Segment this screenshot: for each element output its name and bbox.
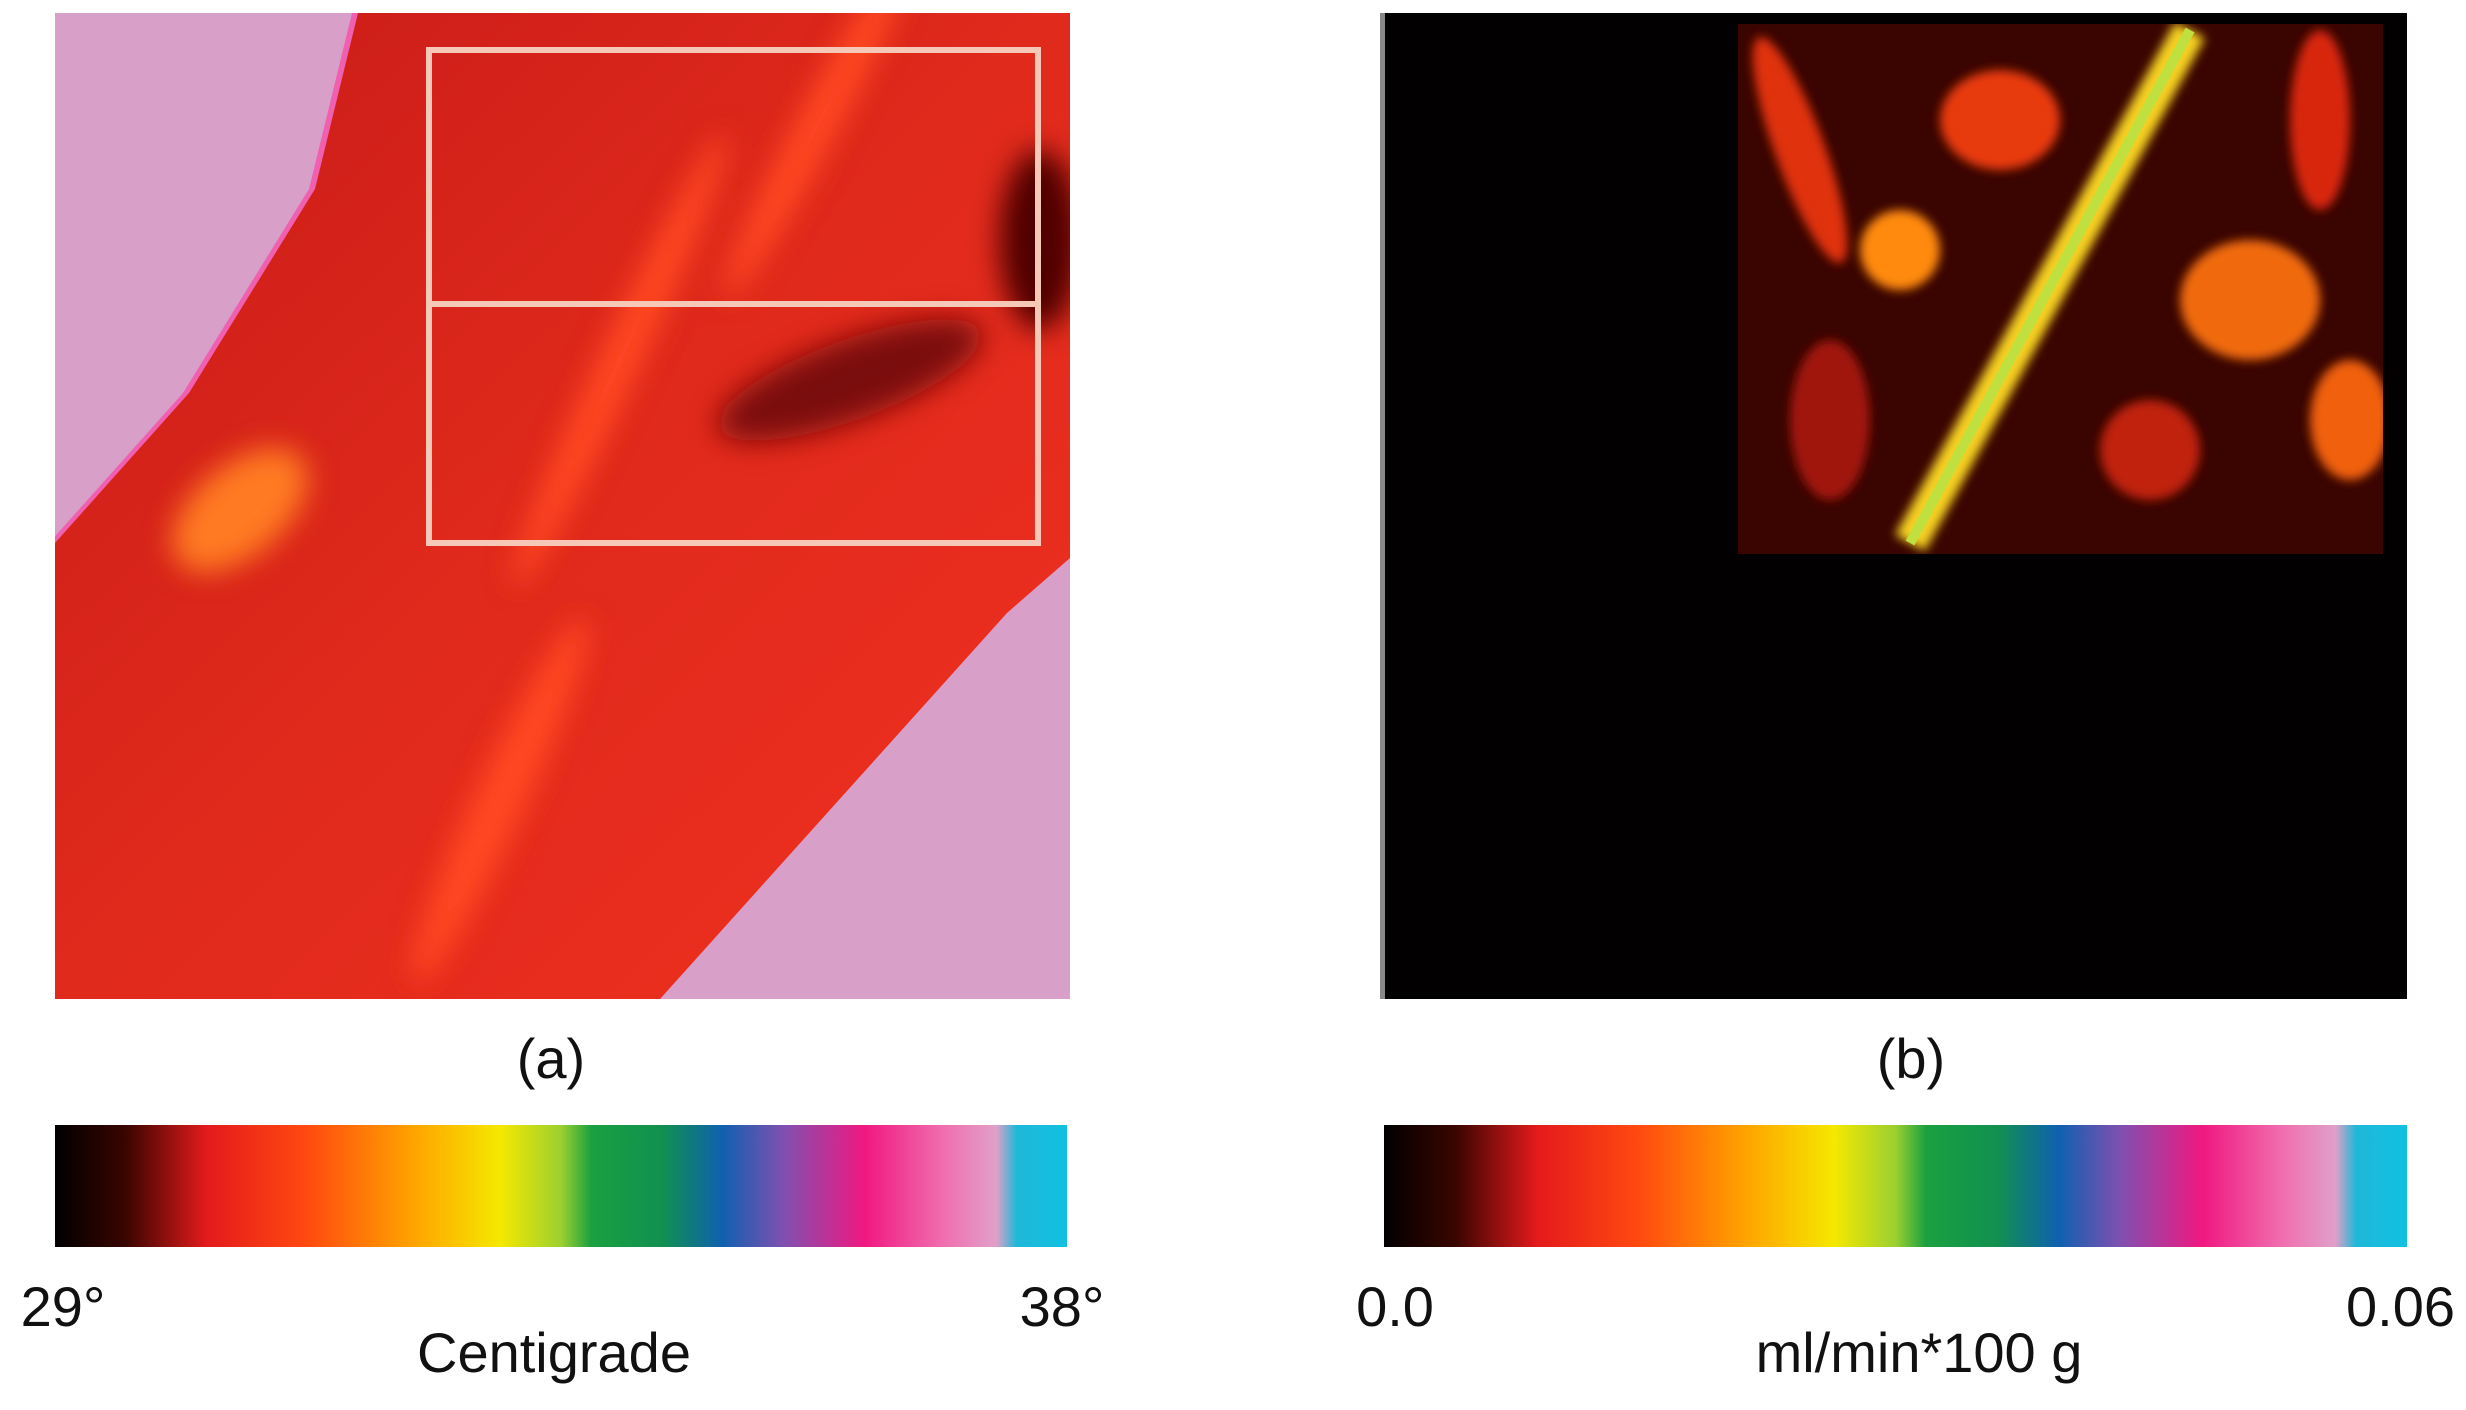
- colorbar-min-label: 29°: [21, 1275, 106, 1338]
- panel-label: (a): [517, 1027, 585, 1090]
- thermal-image: [55, 13, 1070, 999]
- colorbar: [1384, 1125, 2407, 1247]
- colorbar: [55, 1125, 1067, 1247]
- colorbar-max-label: 38°: [1020, 1275, 1105, 1338]
- colorbar-unit: ml/min*100 g: [1756, 1321, 2083, 1384]
- colorbar-unit: Centigrade: [417, 1321, 691, 1384]
- colorbar-max-label: 0.06: [2346, 1275, 2455, 1338]
- panel-label: (b): [1877, 1027, 1945, 1090]
- perfusion-image: [1380, 13, 2407, 999]
- colorbar-min-label: 0.0: [1356, 1275, 1434, 1338]
